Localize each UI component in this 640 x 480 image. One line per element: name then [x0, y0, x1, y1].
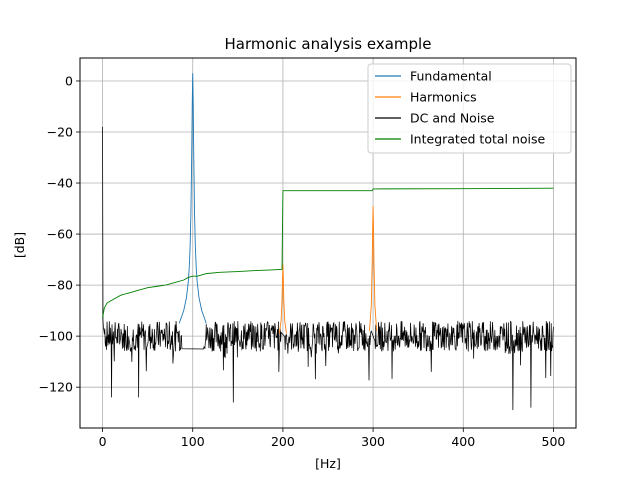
- series-layer: [102, 73, 554, 411]
- y-tick-label: −60: [47, 227, 73, 242]
- y-tick-label: −100: [39, 329, 73, 344]
- y-tick-label: 0: [65, 73, 73, 88]
- x-tick-label: 200: [271, 434, 295, 449]
- y-tick-label: −20: [47, 125, 73, 140]
- series-harmonics-peak-3: [369, 205, 378, 332]
- y-tick-label: −120: [39, 380, 73, 395]
- series-fundamental: [178, 73, 207, 324]
- y-tick-label: −80: [47, 278, 73, 293]
- series-integrated-total-noise: [102, 187, 554, 319]
- chart-title: Harmonic analysis example: [225, 35, 432, 53]
- legend-box: [367, 63, 572, 154]
- y-axis-label: [dB]: [12, 232, 27, 258]
- legend-entry-label: DC and Noise: [410, 111, 495, 126]
- x-axis-label: [Hz]: [315, 456, 341, 471]
- legend: Fundamental Harmonics DC and Noise Integrat…: [367, 63, 572, 154]
- x-tick-label: 300: [361, 434, 385, 449]
- y-tick-label: −40: [47, 176, 73, 191]
- legend-entry-label: Integrated total noise: [410, 132, 546, 147]
- x-tick-label: 100: [181, 434, 205, 449]
- series-harmonics-peak-2: [278, 264, 287, 334]
- plot-frame: [79, 57, 577, 429]
- series-dc-and-noise: [102, 126, 554, 411]
- x-tick-label: 400: [451, 434, 475, 449]
- ticks: 0 100 200 300 400 500 0 −20 −40 −60 −80 −100 −120: [39, 73, 566, 449]
- x-tick-label: 0: [99, 434, 107, 449]
- grid: [80, 58, 576, 428]
- legend-entry-label: Harmonics: [410, 90, 477, 105]
- x-tick-label: 500: [542, 434, 566, 449]
- legend-entry-label: Fundamental: [410, 69, 492, 84]
